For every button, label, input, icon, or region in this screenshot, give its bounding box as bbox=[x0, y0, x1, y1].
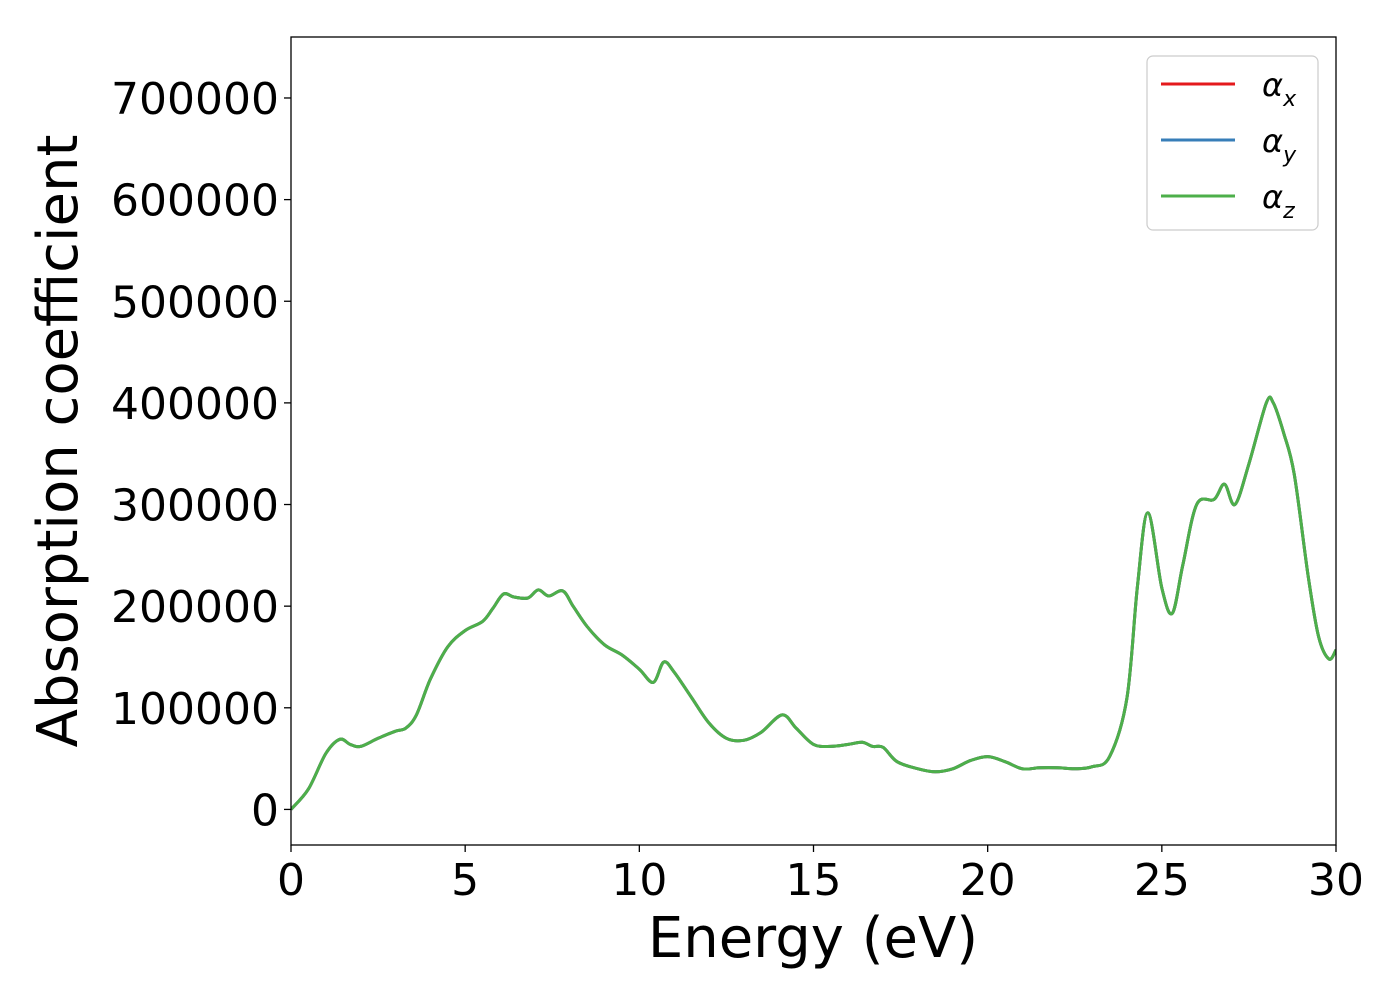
y-tick-label: 200000 bbox=[111, 582, 279, 633]
y-axis: 0 100000 200000 300000 400000 500000 600000 700… bbox=[111, 74, 291, 836]
legend-label: αz bbox=[1262, 178, 1295, 224]
x-tick-label: 25 bbox=[1134, 855, 1190, 906]
legend-label: αx bbox=[1262, 66, 1297, 112]
y-tick-label: 300000 bbox=[111, 481, 279, 532]
y-tick-label: 700000 bbox=[111, 74, 279, 125]
y-axis-title: Absorption coefficient bbox=[26, 135, 91, 748]
y-tick-label: 500000 bbox=[111, 277, 279, 328]
series-layer bbox=[291, 395, 1336, 811]
series-line-alpha-z bbox=[291, 395, 1336, 811]
x-tick-label: 0 bbox=[277, 855, 305, 906]
y-tick-label: 400000 bbox=[111, 379, 279, 430]
y-tick-label: 600000 bbox=[111, 176, 279, 227]
x-tick-label: 10 bbox=[611, 855, 667, 906]
legend-entry-alpha-y: αy bbox=[1161, 122, 1297, 168]
y-tick-label: 100000 bbox=[111, 684, 279, 735]
legend-entry-alpha-x: αx bbox=[1161, 66, 1297, 112]
x-axis: 0 5 10 15 20 25 30 bbox=[277, 845, 1364, 906]
legend: αx αy αz bbox=[1146, 55, 1319, 231]
x-axis-title: Energy (eV) bbox=[648, 906, 978, 971]
x-tick-label: 15 bbox=[786, 855, 842, 906]
x-tick-label: 5 bbox=[451, 855, 479, 906]
y-tick-label: 0 bbox=[251, 785, 279, 836]
legend-box bbox=[1146, 55, 1319, 231]
x-tick-label: 30 bbox=[1308, 855, 1364, 906]
x-tick-label: 20 bbox=[960, 855, 1016, 906]
legend-label: αy bbox=[1262, 122, 1297, 168]
legend-entry-alpha-z: αz bbox=[1161, 178, 1295, 224]
